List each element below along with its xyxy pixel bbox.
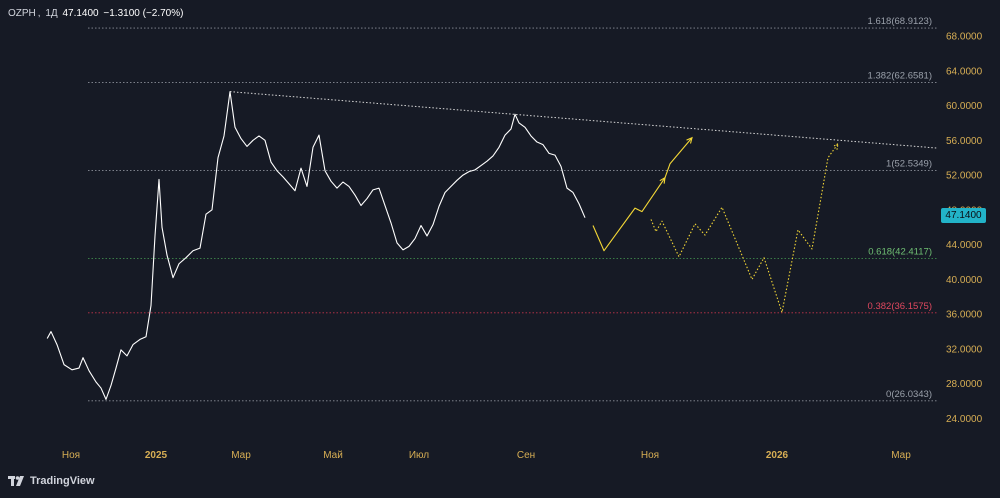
price-series-line[interactable] [46, 91, 586, 400]
fib-level-label: 1.618(68.9123) [868, 16, 932, 27]
fib-level-label: 0.382(36.1575) [868, 301, 932, 312]
x-axis-tick-label: Май [323, 450, 343, 461]
tradingview-logo[interactable]: TradingView [8, 475, 95, 487]
y-axis-tick-label: 64.0000 [946, 66, 983, 77]
projection-arrowhead [832, 142, 839, 150]
y-axis-tick-label: 32.0000 [946, 344, 983, 355]
interval-label[interactable]: 1Д [45, 8, 58, 19]
y-axis-tick-label: 24.0000 [946, 414, 983, 425]
x-axis-tick-label: Июл [409, 450, 429, 461]
y-axis-tick-label: 60.0000 [946, 101, 983, 112]
comma: , [37, 8, 41, 19]
price-change: −1.3100 (−2.70%) [103, 8, 184, 19]
y-axis-tick-label: 44.0000 [946, 240, 983, 251]
x-axis-tick-label: Ноя [641, 450, 659, 461]
fib-level-label: 0.618(42.4117) [868, 246, 932, 257]
last-price: 47.1400 [62, 8, 99, 19]
fib-level-label: 1(52.5349) [886, 158, 932, 169]
symbol-header: OZPH, 1Д 47.1400 −1.3100 (−2.70%) [8, 8, 185, 19]
x-axis-tick-label: Ноя [62, 450, 80, 461]
x-axis-tick-label: 2026 [766, 450, 789, 461]
x-axis-tick-label: 2025 [145, 450, 168, 461]
symbol-name[interactable]: OZPH [8, 8, 36, 19]
x-axis-tick-label: Мар [891, 450, 911, 461]
current-price-badge: 47.1400 [941, 208, 986, 223]
tradingview-logo-text: TradingView [30, 475, 95, 487]
x-axis-tick-label: Сен [517, 450, 535, 461]
fib-level-label: 1.382(62.6581) [868, 70, 932, 81]
y-axis-tick-label: 36.0000 [946, 310, 983, 321]
x-axis-tick-label: Мар [231, 450, 251, 461]
projection-path[interactable] [650, 143, 839, 313]
projection-arrowhead [686, 136, 693, 144]
projection-path[interactable] [592, 177, 666, 252]
y-axis-tick-label: 28.0000 [946, 379, 983, 390]
trend-line[interactable] [229, 91, 939, 149]
projection-path[interactable] [664, 137, 693, 178]
y-axis-tick-label: 40.0000 [946, 275, 983, 286]
fib-level-label: 0(26.0343) [886, 389, 932, 400]
y-axis-tick-label: 68.0000 [946, 32, 983, 43]
y-axis-tick-label: 52.0000 [946, 171, 983, 182]
tradingview-logo-icon [8, 476, 24, 486]
y-axis-tick-label: 56.0000 [946, 136, 983, 147]
